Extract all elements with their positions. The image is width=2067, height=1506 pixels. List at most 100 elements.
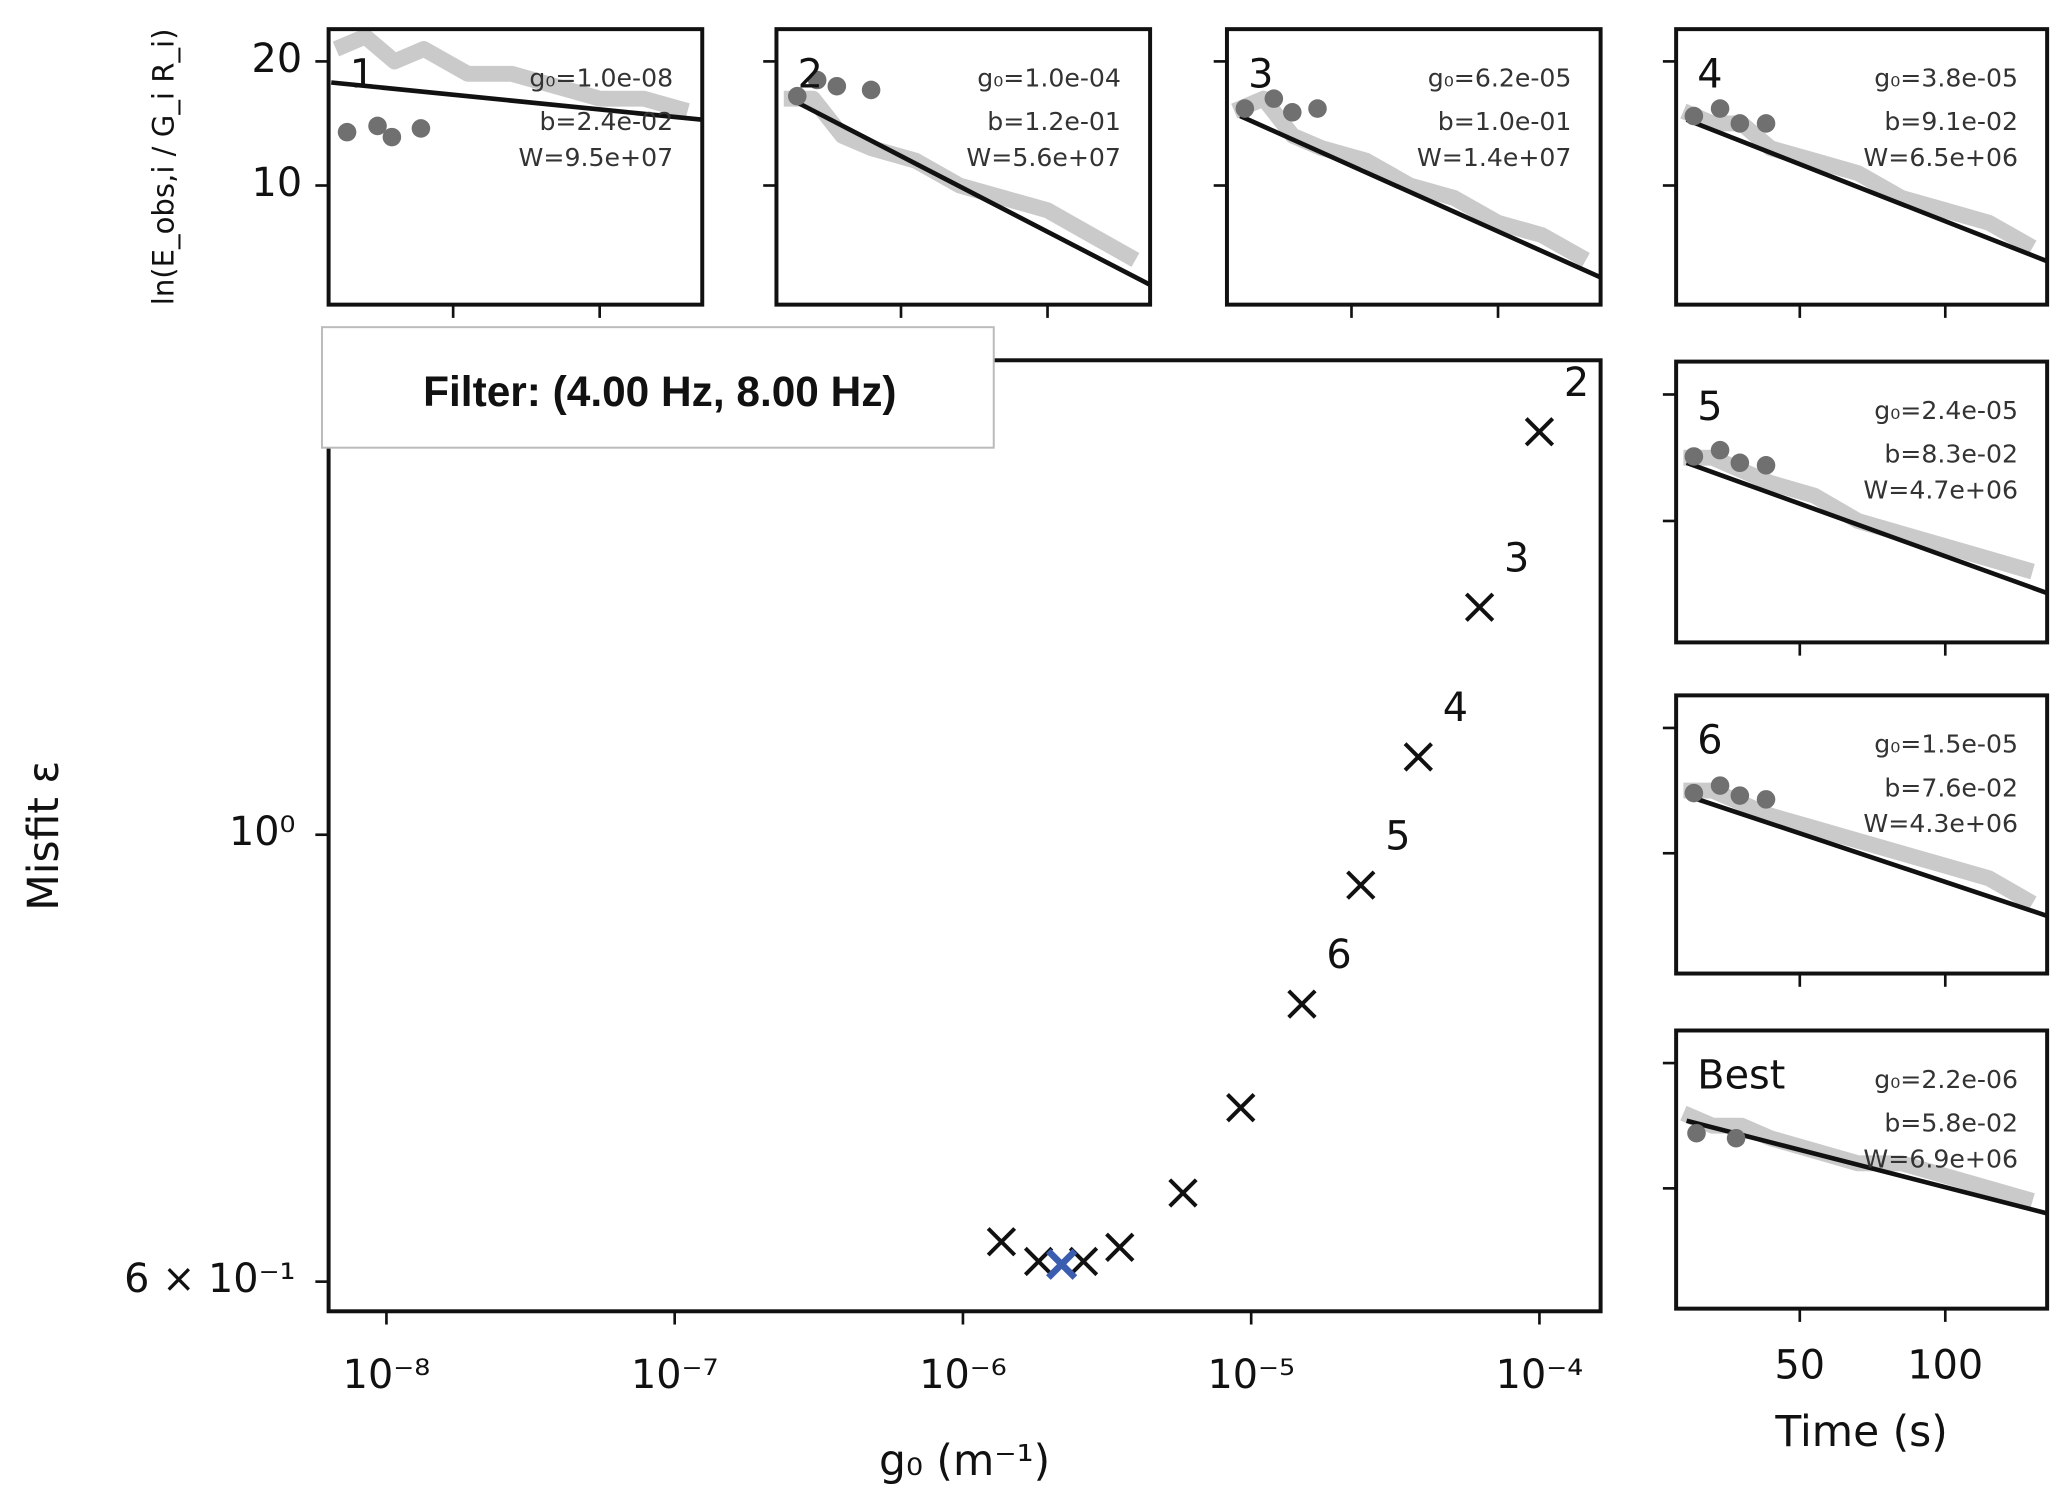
- y-axis-label: Misfit ε: [19, 761, 68, 911]
- data-point: [1726, 1128, 1746, 1148]
- data-point: [1684, 106, 1704, 126]
- y-tick-label: 6 × 10⁻¹: [124, 1256, 295, 1302]
- data-point: [382, 127, 402, 147]
- panel-annotation: W=1.4e+07: [1417, 143, 1572, 172]
- data-point: [1308, 99, 1327, 118]
- x-axis-label: g₀ (m⁻¹): [879, 1436, 1050, 1485]
- panel-plot: [1680, 1105, 2048, 1216]
- data-point: [1684, 447, 1704, 466]
- data-point: [1710, 440, 1730, 460]
- y-tick-label: 10⁰: [229, 809, 296, 855]
- data-point: [787, 86, 807, 106]
- fit-line: [1685, 793, 2048, 919]
- point-label: 5: [1385, 813, 1410, 859]
- panel-title: Best: [1697, 1053, 1785, 1099]
- x-tick-label: 10⁻⁵: [1207, 1352, 1294, 1398]
- panel-annotation: W=6.5e+06: [1863, 143, 2018, 172]
- observed-line: [332, 29, 690, 119]
- data-point: [827, 76, 847, 96]
- data-point: [1283, 103, 1302, 122]
- data-point: [1756, 456, 1776, 475]
- marker: [986, 1227, 1017, 1257]
- y-tick-label: 10: [252, 160, 303, 206]
- observed-line: [1683, 449, 2035, 580]
- panel-plot: [1683, 440, 2048, 596]
- panel-annotation: b=9.1e-02: [1884, 107, 2018, 136]
- fit-line: [1686, 1118, 2048, 1216]
- panel-annotation: b=5.8e-02: [1884, 1109, 2018, 1138]
- marker: [1287, 989, 1317, 1019]
- marker: [1046, 1248, 1078, 1280]
- panel-annotation: W=4.3e+06: [1863, 809, 2018, 838]
- panel-frame: [1674, 359, 2050, 645]
- point-label: 4: [1443, 685, 1468, 731]
- panel-annotation: g₀=1.5e-05: [1874, 730, 2018, 759]
- x-tick-label: 10⁻⁷: [631, 1352, 718, 1398]
- data-point: [411, 119, 431, 138]
- fit-line: [1685, 117, 2048, 264]
- panel-frame: [1224, 27, 1603, 307]
- panel-annotation: g₀=6.2e-05: [1428, 63, 1572, 92]
- x-tick-label: 100: [1907, 1343, 1983, 1389]
- marker: [1346, 870, 1376, 900]
- annotation: Filter: (4.00 Hz, 8.00 Hz): [423, 368, 896, 415]
- data-point: [1235, 99, 1255, 118]
- data-point: [1730, 786, 1750, 805]
- panel-title: 6: [1697, 718, 1722, 764]
- panel-plot: [331, 29, 703, 147]
- marker: [1168, 1178, 1198, 1208]
- point-label: 3: [1504, 535, 1529, 581]
- panel-annotation: g₀=1.0e-08: [529, 63, 673, 92]
- panel-annotation: b=7.6e-02: [1884, 773, 2018, 802]
- fit-line: [791, 97, 1151, 287]
- x-tick-label: 50: [1775, 1343, 1826, 1389]
- fit-line: [331, 80, 703, 123]
- data-point: [1710, 776, 1730, 795]
- marker: [1226, 1093, 1256, 1123]
- panel-title: 4: [1697, 51, 1722, 97]
- data-point: [337, 122, 357, 142]
- panel-annotation: g₀=3.8e-05: [1874, 63, 2018, 92]
- panel-annotation: b=1.2e-01: [987, 107, 1121, 136]
- data-point: [807, 70, 827, 90]
- marker: [1524, 417, 1555, 447]
- panel-annotation: g₀=2.4e-05: [1874, 396, 2018, 425]
- panel-title: 3: [1248, 51, 1273, 97]
- annotation-box: [320, 326, 995, 449]
- panel-title: 1: [350, 51, 375, 97]
- panel-annotation: W=6.9e+06: [1863, 1144, 2018, 1173]
- y-tick-label: 20: [252, 36, 303, 82]
- x-tick-label: 10⁻⁶: [919, 1352, 1006, 1398]
- panel-annotation: W=9.5e+07: [519, 143, 674, 172]
- x-axis-label: Time (s): [1774, 1407, 1947, 1456]
- observed-line: [1683, 782, 2037, 911]
- data-point: [1730, 453, 1750, 473]
- marker: [1403, 742, 1433, 772]
- data-point: [1687, 1123, 1706, 1143]
- panel-title: 5: [1697, 384, 1722, 430]
- fit-line: [1239, 113, 1601, 280]
- point-label: 6: [1326, 932, 1351, 978]
- panel-annotation: W=4.7e+06: [1863, 475, 2018, 504]
- panel-annotation: b=8.3e-02: [1884, 440, 2018, 469]
- panel-annotation: W=5.6e+07: [966, 143, 1121, 172]
- fit-line: [1685, 460, 2048, 596]
- panel-plot: [1683, 776, 2048, 919]
- panel-frame: [1674, 27, 2050, 307]
- y-axis-label: ln(E_obs,i / G_i R_i): [147, 29, 181, 306]
- panel-title: 2: [798, 51, 823, 97]
- data-point: [1710, 99, 1730, 118]
- panel-frame: [1674, 693, 2050, 976]
- data-point: [368, 116, 387, 136]
- panel-annotation: b=2.4e-02: [539, 107, 673, 136]
- data-point: [1756, 790, 1776, 809]
- panel-frame: [774, 27, 1153, 307]
- panel-plot: [783, 70, 1151, 287]
- panel-frame: [1674, 1028, 2050, 1311]
- data-point: [861, 80, 881, 100]
- panel-plot: [1680, 99, 2048, 264]
- data-point: [1684, 783, 1704, 803]
- panel-annotation: g₀=2.2e-06: [1874, 1065, 2018, 1094]
- x-tick-label: 10⁻⁴: [1496, 1352, 1583, 1398]
